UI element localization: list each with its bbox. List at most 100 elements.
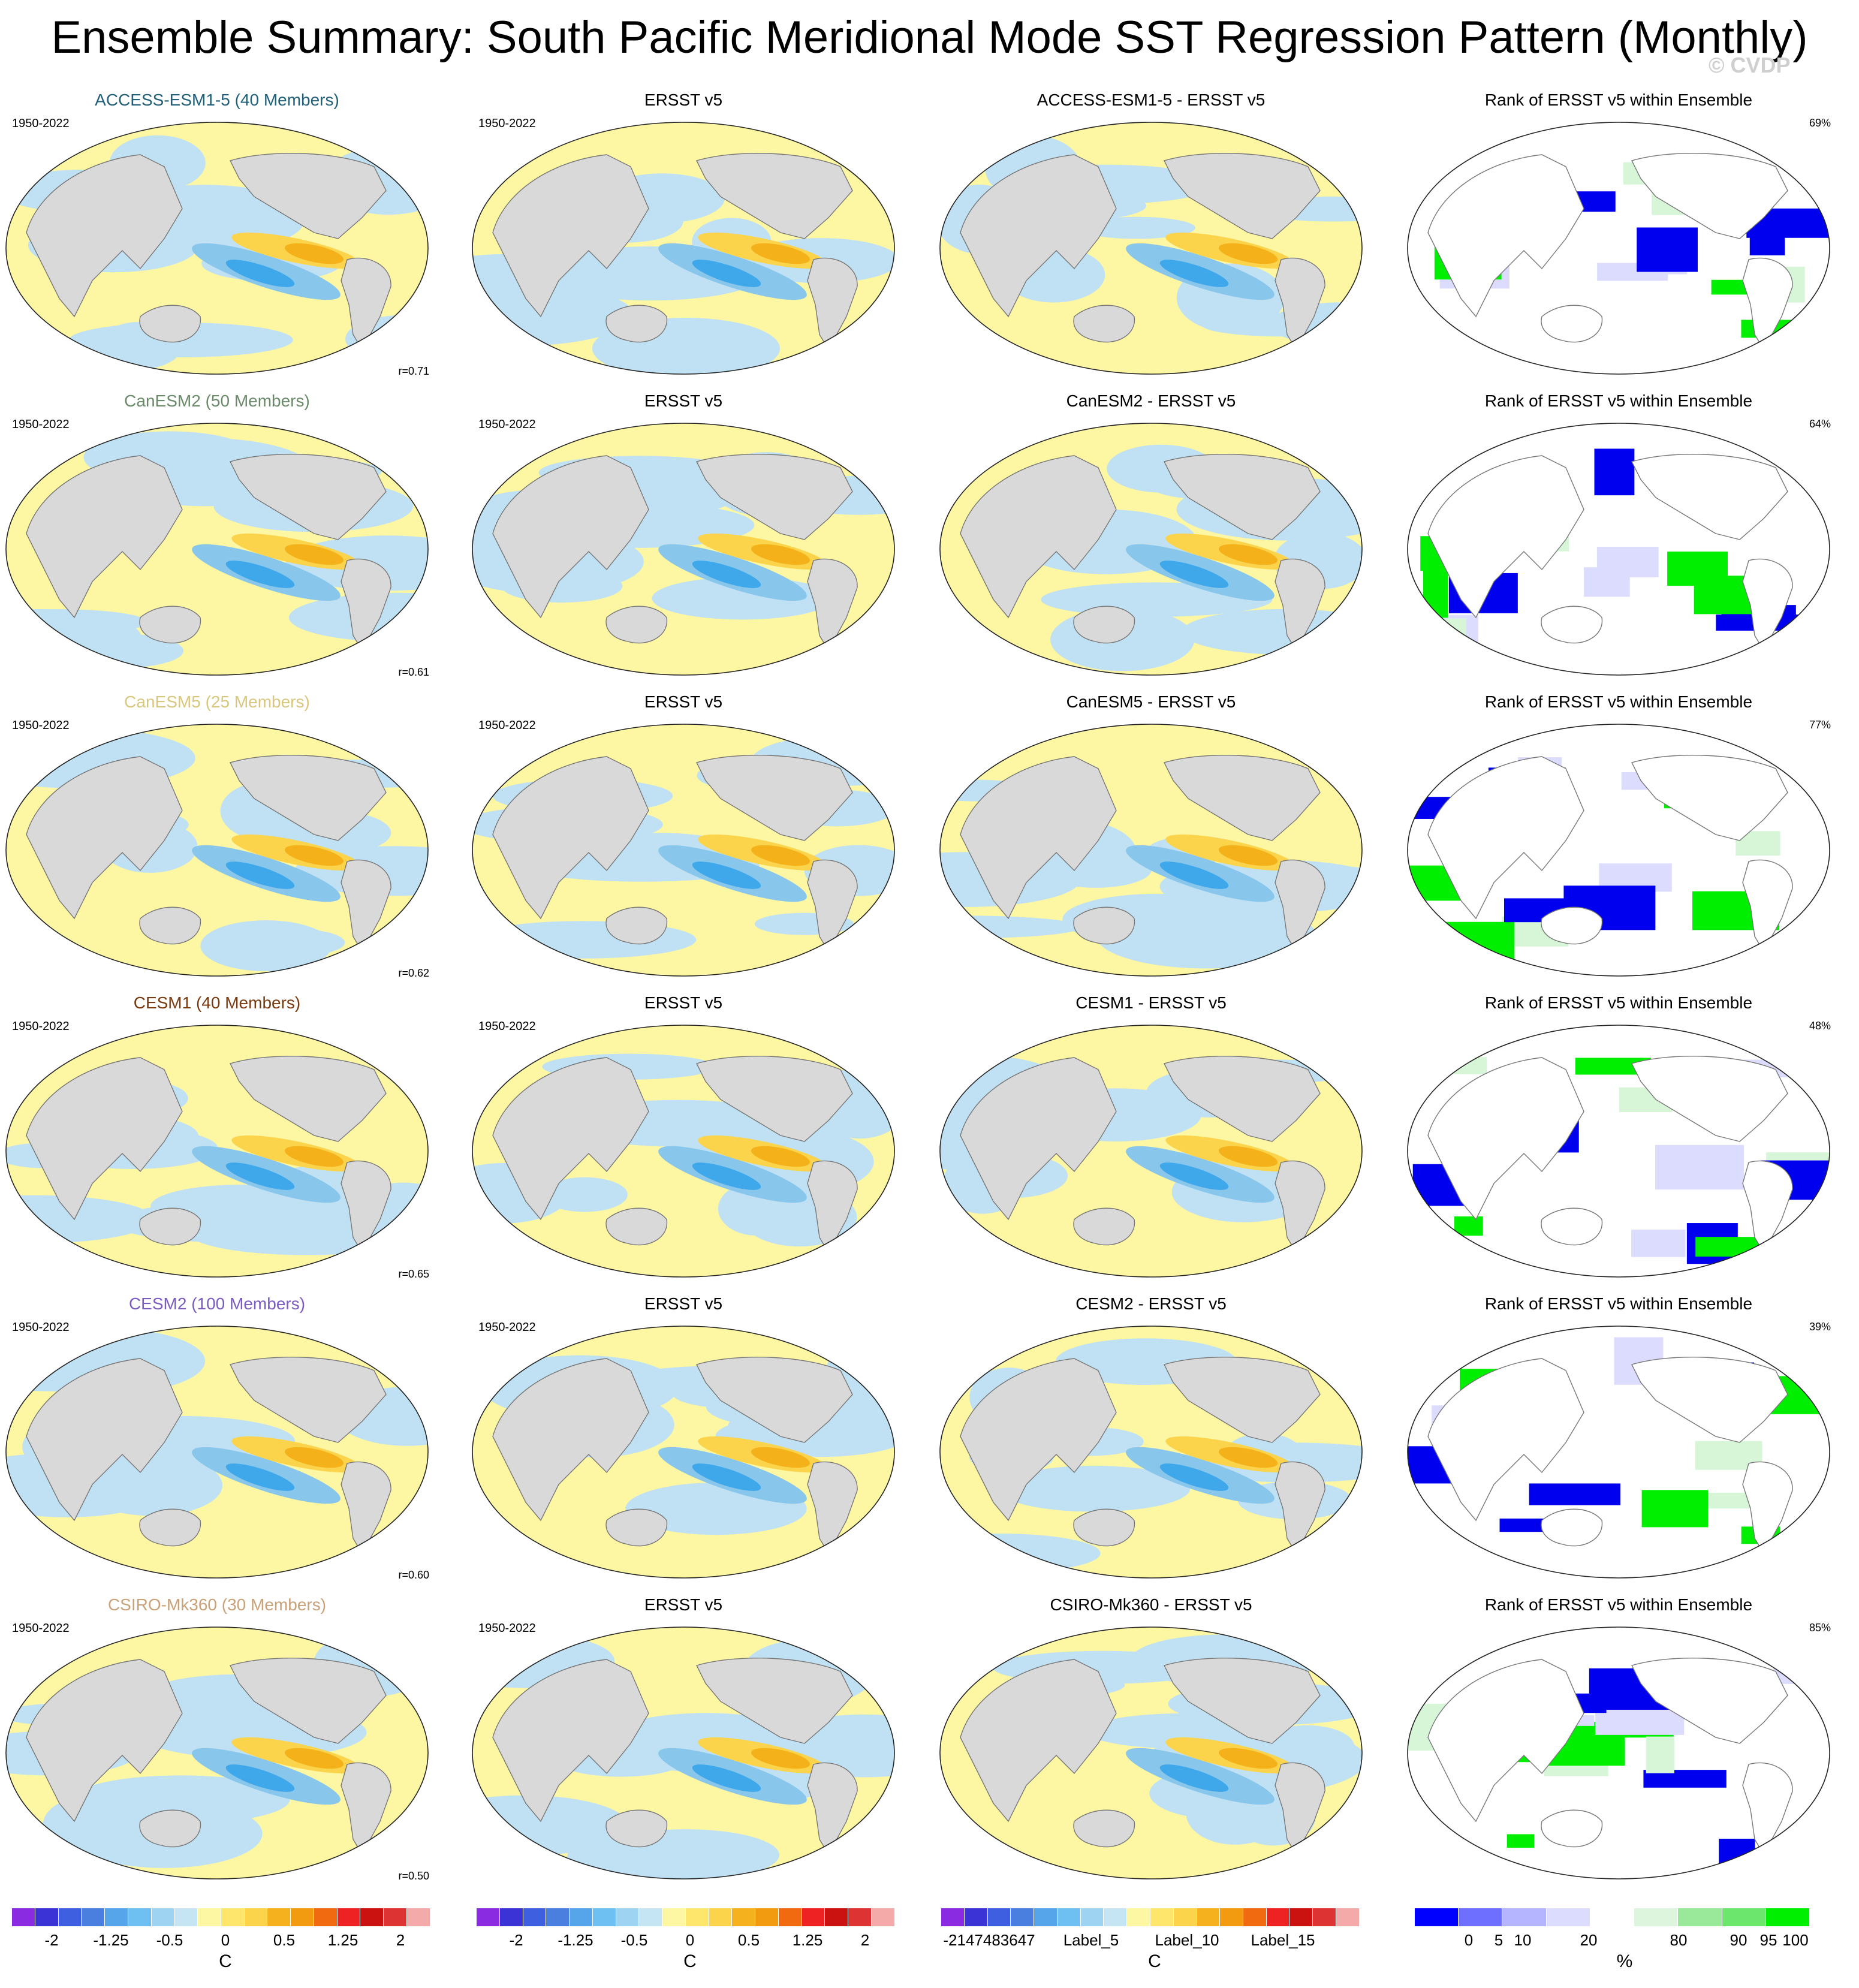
panel-title: CanESM5 - ERSST v5 <box>1066 692 1236 711</box>
colorbar-swatch <box>35 1908 59 1926</box>
colorbar-swatch <box>407 1908 430 1926</box>
panel-model-5: CESM2 (100 Members) 1950-2022 r=0.60 <box>1 1294 433 1594</box>
colorbar-swatch <box>1502 1908 1547 1926</box>
panel-title: Rank of ERSST v5 within Ensemble <box>1484 391 1753 410</box>
colorbar-swatch <box>1243 1908 1267 1926</box>
colorbar-unit: C <box>1148 1951 1161 1971</box>
colorbar-swatch <box>1289 1908 1313 1926</box>
colorbar-tick-label: 20 <box>1580 1931 1598 1949</box>
colorbar-swatch <box>1034 1908 1057 1926</box>
period-label: 1950-2022 <box>12 719 70 732</box>
panel-obs-3: ERSST v5 1950-2022 <box>468 692 899 992</box>
legend-model: -2 -1.25 -0.5 0 0.5 1.25 2 C <box>0 1908 430 1980</box>
colorbar-tick-label: 0.5 <box>737 1931 760 1949</box>
map-obs <box>472 122 895 375</box>
panel-title: Rank of ERSST v5 within Ensemble <box>1484 692 1753 711</box>
colorbar-swatch <box>1127 1908 1150 1926</box>
cvdp-watermark: © CVDP <box>1709 53 1791 77</box>
colorbar-swatch <box>778 1908 802 1926</box>
colorbar-tick-label: 2 <box>860 1931 870 1949</box>
colorbar-tick-label: -0.5 <box>156 1931 183 1949</box>
colorbar-swatch <box>1459 1908 1503 1926</box>
panel-title: ERSST v5 <box>644 692 723 711</box>
colorbar <box>941 1908 1360 1926</box>
colorbar-swatch <box>499 1908 523 1926</box>
pattern-correlation: r=0.61 <box>398 666 429 678</box>
colorbar-swatch <box>546 1908 570 1926</box>
colorbar-tick-label: 90 <box>1730 1931 1747 1949</box>
map-obs <box>472 1326 895 1579</box>
pattern-correlation: r=0.50 <box>398 1870 429 1882</box>
panel-title: CESM1 (40 Members) <box>133 993 301 1012</box>
panel-title: CESM2 - ERSST v5 <box>1075 1294 1227 1313</box>
colorbar-swatch <box>1266 1908 1290 1926</box>
colorbar-swatch <box>825 1908 849 1926</box>
map-diff <box>939 1025 1363 1278</box>
colorbar-tick-label: Label_10 <box>1155 1931 1219 1949</box>
colorbar-swatch <box>570 1908 593 1926</box>
panel-rank-5: Rank of ERSST v5 within Ensemble 39% <box>1403 1294 1834 1594</box>
map-rank <box>1407 1025 1830 1278</box>
colorbar-swatch <box>267 1908 291 1926</box>
colorbar-swatch <box>477 1908 500 1926</box>
colorbar-swatch <box>1546 1908 1590 1926</box>
rank-percent: 69% <box>1809 117 1831 129</box>
legend-rank: 0 5 10 20 80 90 95 100% <box>1403 1908 1822 1980</box>
map-model <box>5 122 429 375</box>
colorbar-tick-label: -1.25 <box>558 1931 593 1949</box>
map-model <box>5 724 429 977</box>
panel-obs-1: ERSST v5 1950-2022 <box>468 90 899 390</box>
colorbar-tick-label: Label_15 <box>1251 1931 1315 1949</box>
colorbar-swatch <box>709 1908 733 1926</box>
colorbar <box>1415 1908 1810 1926</box>
colorbar-swatch <box>1220 1908 1243 1926</box>
colorbar-swatch <box>58 1908 82 1926</box>
panel-title: ERSST v5 <box>644 993 723 1012</box>
colorbar-swatch <box>1011 1908 1035 1926</box>
panel-model-2: CanESM2 (50 Members) 1950-2022 r=0.61 <box>1 391 433 691</box>
colorbar-swatch <box>291 1908 314 1926</box>
rank-percent: 64% <box>1809 418 1831 430</box>
colorbar-swatch <box>1722 1908 1766 1926</box>
period-label: 1950-2022 <box>478 117 536 130</box>
legend-obs: -2 -1.25 -0.5 0 0.5 1.25 2 C <box>465 1908 895 1980</box>
panel-model-1: ACCESS-ESM1-5 (40 Members) 1950-2022 r=0.7… <box>1 90 433 390</box>
colorbar-swatch <box>1173 1908 1197 1926</box>
colorbar-swatch <box>848 1908 872 1926</box>
rank-percent: 85% <box>1809 1622 1831 1634</box>
map-model <box>5 1025 429 1278</box>
panel-rank-3: Rank of ERSST v5 within Ensemble 77% <box>1403 692 1834 992</box>
panel-title: Rank of ERSST v5 within Ensemble <box>1484 1294 1753 1313</box>
colorbar-swatch <box>1634 1908 1679 1926</box>
colorbar-swatch <box>12 1908 35 1926</box>
colorbar-swatch <box>1765 1908 1810 1926</box>
colorbar-tick-label: 95 <box>1759 1931 1777 1949</box>
colorbar-tick-label: 0 <box>221 1931 230 1949</box>
map-obs <box>472 724 895 977</box>
colorbar-tick-label: 10 <box>1514 1931 1532 1949</box>
panel-title: CSIRO-Mk360 (30 Members) <box>107 1595 327 1614</box>
panel-title: ERSST v5 <box>644 391 723 410</box>
map-model <box>5 423 429 676</box>
panel-diff-5: CESM2 - ERSST v5 <box>935 1294 1367 1594</box>
period-label: 1950-2022 <box>478 418 536 431</box>
colorbar-swatch <box>1150 1908 1174 1926</box>
colorbar-swatch <box>105 1908 128 1926</box>
panel-title: ACCESS-ESM1-5 - ERSST v5 <box>1037 91 1266 109</box>
colorbar-tick-label: Label_5 <box>1063 1931 1119 1949</box>
colorbar-swatch <box>732 1908 756 1926</box>
colorbar-swatch <box>872 1908 895 1926</box>
colorbar <box>12 1908 430 1926</box>
period-label: 1950-2022 <box>478 1622 536 1635</box>
panel-title: ERSST v5 <box>644 1595 723 1614</box>
panel-obs-6: ERSST v5 1950-2022 <box>468 1595 899 1894</box>
panel-rank-2: Rank of ERSST v5 within Ensemble 64% <box>1403 391 1834 691</box>
panel-obs-5: ERSST v5 1950-2022 <box>468 1294 899 1594</box>
map-obs <box>472 1626 895 1879</box>
colorbar-swatch <box>1057 1908 1081 1926</box>
panel-obs-2: ERSST v5 1950-2022 <box>468 391 899 691</box>
panel-rank-4: Rank of ERSST v5 within Ensemble 48% <box>1403 993 1834 1293</box>
period-label: 1950-2022 <box>478 719 536 732</box>
colorbar-swatch <box>685 1908 709 1926</box>
colorbar-tick-label: 5 <box>1494 1931 1504 1949</box>
